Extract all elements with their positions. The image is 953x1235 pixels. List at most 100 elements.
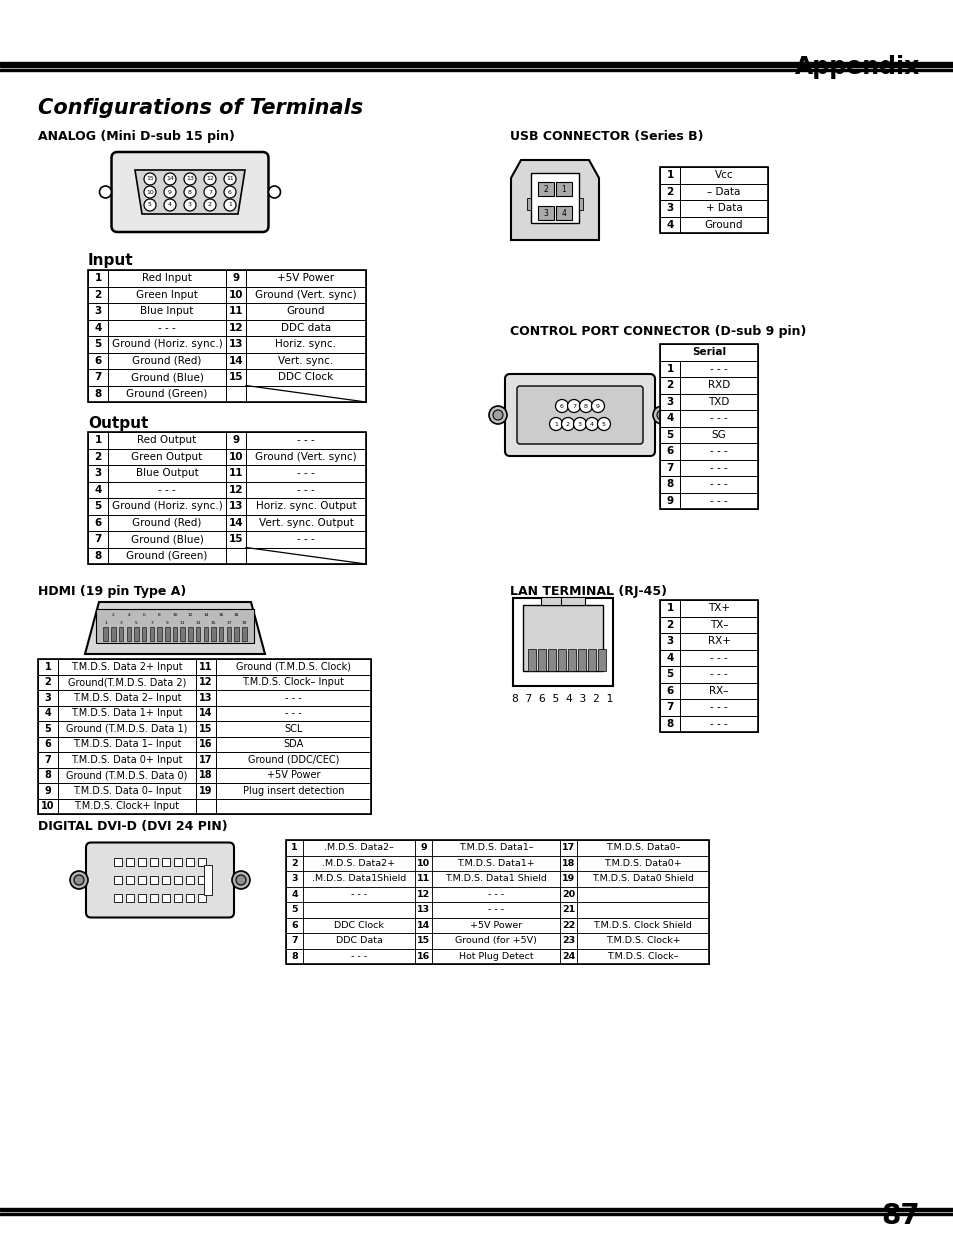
Bar bbox=[547, 650, 556, 671]
Text: 19: 19 bbox=[199, 785, 213, 795]
Bar bbox=[138, 876, 146, 884]
Bar bbox=[88, 369, 108, 385]
Bar bbox=[679, 361, 758, 377]
Text: 10: 10 bbox=[41, 802, 54, 811]
Text: 1: 1 bbox=[291, 844, 297, 852]
Text: 3: 3 bbox=[666, 636, 673, 646]
Text: 9: 9 bbox=[233, 273, 239, 283]
Bar bbox=[88, 270, 366, 403]
Text: Ground (Blue): Ground (Blue) bbox=[131, 535, 203, 545]
Text: 1: 1 bbox=[94, 435, 102, 446]
Bar bbox=[215, 659, 371, 674]
Bar bbox=[38, 752, 58, 767]
Bar bbox=[108, 369, 226, 385]
Bar bbox=[531, 173, 578, 224]
Circle shape bbox=[204, 173, 215, 185]
Text: Ground (Red): Ground (Red) bbox=[132, 356, 201, 366]
Bar bbox=[226, 369, 246, 385]
Text: 5: 5 bbox=[45, 724, 51, 734]
Bar bbox=[527, 650, 536, 671]
Bar bbox=[679, 167, 767, 184]
Text: Ground (Blue): Ground (Blue) bbox=[131, 372, 203, 383]
Text: +5V Power: +5V Power bbox=[470, 921, 521, 930]
Bar bbox=[659, 683, 679, 699]
Text: 5: 5 bbox=[666, 669, 673, 679]
Bar bbox=[286, 840, 303, 856]
Bar bbox=[567, 650, 576, 671]
Text: RX+: RX+ bbox=[707, 636, 730, 646]
Text: Blue Output: Blue Output bbox=[135, 468, 198, 478]
Bar bbox=[88, 320, 108, 336]
Text: 8: 8 bbox=[291, 952, 297, 961]
Text: 17: 17 bbox=[561, 844, 575, 852]
Bar bbox=[198, 894, 206, 902]
Bar bbox=[659, 616, 679, 634]
Text: 16: 16 bbox=[199, 740, 213, 750]
Bar bbox=[286, 856, 303, 871]
Bar bbox=[286, 840, 708, 965]
Bar bbox=[659, 345, 758, 509]
Bar bbox=[540, 597, 564, 605]
Text: 8: 8 bbox=[666, 719, 673, 729]
Bar bbox=[126, 894, 133, 902]
Text: 17: 17 bbox=[226, 621, 232, 625]
Bar bbox=[679, 184, 767, 200]
Bar bbox=[126, 876, 133, 884]
Bar bbox=[537, 650, 545, 671]
Text: 14: 14 bbox=[203, 613, 209, 618]
Bar bbox=[246, 352, 366, 369]
Bar bbox=[127, 627, 131, 641]
Text: 1: 1 bbox=[94, 273, 102, 283]
Bar bbox=[226, 352, 246, 369]
Text: 15: 15 bbox=[229, 535, 243, 545]
Bar bbox=[226, 515, 246, 531]
Text: 7: 7 bbox=[151, 621, 153, 625]
Bar bbox=[513, 598, 613, 685]
Text: 9: 9 bbox=[45, 785, 51, 795]
Bar bbox=[126, 858, 133, 866]
Text: 15: 15 bbox=[229, 372, 243, 383]
Bar bbox=[559, 871, 577, 887]
Text: 6: 6 bbox=[666, 446, 673, 456]
Circle shape bbox=[144, 173, 156, 185]
Bar bbox=[577, 840, 708, 856]
Bar bbox=[88, 385, 108, 403]
Bar bbox=[226, 498, 246, 515]
Text: 13: 13 bbox=[229, 340, 243, 350]
Bar bbox=[659, 443, 679, 459]
Bar bbox=[88, 515, 108, 531]
Bar bbox=[172, 627, 177, 641]
Text: T.M.D.S. Data 1+ Input: T.M.D.S. Data 1+ Input bbox=[71, 708, 183, 719]
Text: 2: 2 bbox=[565, 421, 569, 426]
Bar bbox=[226, 466, 246, 482]
Text: 2: 2 bbox=[112, 613, 114, 618]
Bar bbox=[246, 336, 366, 352]
Text: 7: 7 bbox=[94, 535, 102, 545]
Bar bbox=[415, 856, 432, 871]
Bar bbox=[108, 336, 226, 352]
Bar bbox=[58, 752, 195, 767]
Circle shape bbox=[74, 876, 84, 885]
Bar bbox=[246, 498, 366, 515]
Bar bbox=[226, 547, 246, 564]
Text: 10: 10 bbox=[146, 189, 153, 194]
Text: 14: 14 bbox=[416, 921, 430, 930]
Text: HDMI (19 pin Type A): HDMI (19 pin Type A) bbox=[38, 585, 186, 598]
Bar bbox=[246, 482, 366, 498]
Text: 5: 5 bbox=[135, 621, 138, 625]
Bar bbox=[150, 876, 158, 884]
Text: - - -: - - - bbox=[296, 468, 314, 478]
Text: TX–: TX– bbox=[709, 620, 727, 630]
Bar bbox=[559, 887, 577, 902]
Bar bbox=[96, 609, 253, 643]
Text: Ground (Red): Ground (Red) bbox=[132, 517, 201, 527]
Bar bbox=[108, 303, 226, 320]
Text: 3: 3 bbox=[666, 204, 673, 214]
Text: 1: 1 bbox=[45, 662, 51, 672]
Bar bbox=[195, 767, 215, 783]
Bar bbox=[415, 887, 432, 902]
Bar bbox=[415, 932, 432, 948]
Bar bbox=[679, 683, 758, 699]
Bar bbox=[108, 466, 226, 482]
Text: 12: 12 bbox=[229, 322, 243, 332]
